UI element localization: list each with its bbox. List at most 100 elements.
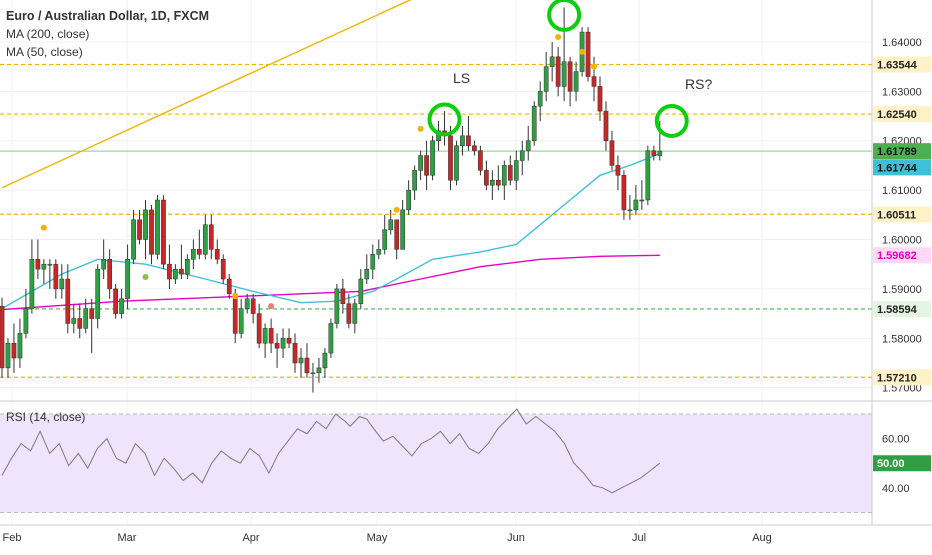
candle-body [71,318,77,324]
rsi-current-value: 50.00 [877,458,905,470]
signal-dot [268,303,275,310]
rsi-tick-label: 40.00 [882,483,910,495]
last-price-value: 1.61789 [877,146,917,158]
candle-body [460,135,465,146]
candle-body [585,31,591,77]
candle [161,195,166,270]
highlight-circle [547,0,582,32]
candle-body [47,263,53,266]
candle-body [352,303,358,324]
ma50-price-tag [873,159,931,176]
candle-body [220,259,226,280]
candle-body [131,219,136,260]
candle [615,155,621,191]
candle-body [143,209,148,240]
candle-body [316,367,322,374]
candle [597,76,603,121]
x-tick-label: Jun [507,532,525,544]
candle [406,180,411,215]
pattern-circles [427,0,689,138]
candle-body [495,179,501,186]
candle [29,239,35,314]
level-tag [873,106,931,123]
candle-body [591,76,597,87]
candle [304,343,310,378]
indicator-lines [1,0,661,311]
candle [53,259,59,299]
candle-body [214,249,220,260]
candle [430,135,435,181]
candle-body [322,352,328,369]
candle [549,41,555,82]
x-tick-label: Mar [118,532,137,544]
candle-body [59,278,65,290]
level-tag [873,206,931,223]
y-tick-label: 1.59000 [882,284,922,296]
candle [501,160,507,200]
candle [226,274,232,299]
x-tick-label: Aug [752,532,772,544]
candle-body [161,199,166,265]
candle-body [531,105,537,141]
candle [286,328,292,349]
candle [244,293,250,314]
level-tag [873,369,931,386]
signal-markers [40,34,598,310]
candle [460,125,465,156]
y-tick-label: 1.60000 [882,235,922,247]
candle-body [179,268,184,275]
candle-body [5,342,11,369]
signal-dot [232,293,239,300]
candle [238,298,244,339]
candle-body [394,219,400,250]
candle-body [101,259,107,270]
candle-body [125,259,130,300]
candle-body [388,219,394,230]
rsi-band [0,414,872,513]
ma200-legend: MA (200, close) [6,27,89,41]
candle-body [41,263,47,270]
candle-body [29,259,35,309]
candle-body [304,357,310,374]
candle [316,358,322,383]
signal-dot [555,34,562,41]
candle-body [627,209,633,212]
signal-dot [591,63,598,70]
candle-body [119,298,124,314]
ma50-legend: MA (50, close) [6,45,83,59]
x-tick-label: May [367,532,388,544]
candle-body [418,155,423,171]
candle [137,209,142,245]
level-value: 1.58594 [877,304,918,316]
candle-body [567,61,573,92]
signal-dot [417,125,424,132]
candle-body [424,155,429,176]
candle-body [346,303,352,324]
highlight-circle [427,102,462,137]
candle-body [155,199,160,255]
candle-body [561,61,567,87]
candle [59,264,65,299]
candle [83,298,89,334]
candle-body [382,229,388,250]
candle-body [555,56,561,87]
candle [448,125,453,191]
candle [202,214,208,260]
candle [543,51,549,102]
candle-body [292,342,298,364]
candle [143,200,148,260]
candle-body [645,150,651,201]
candle-body [11,342,17,359]
candle-body [250,298,256,314]
signal-dot [40,224,47,231]
candle [507,155,513,186]
candle-body [95,268,101,319]
candle [424,140,429,191]
candle [633,185,639,215]
candle-body [472,145,477,151]
candle [322,348,328,378]
candle [328,318,334,359]
candle-body [406,189,411,211]
candle [478,145,483,176]
